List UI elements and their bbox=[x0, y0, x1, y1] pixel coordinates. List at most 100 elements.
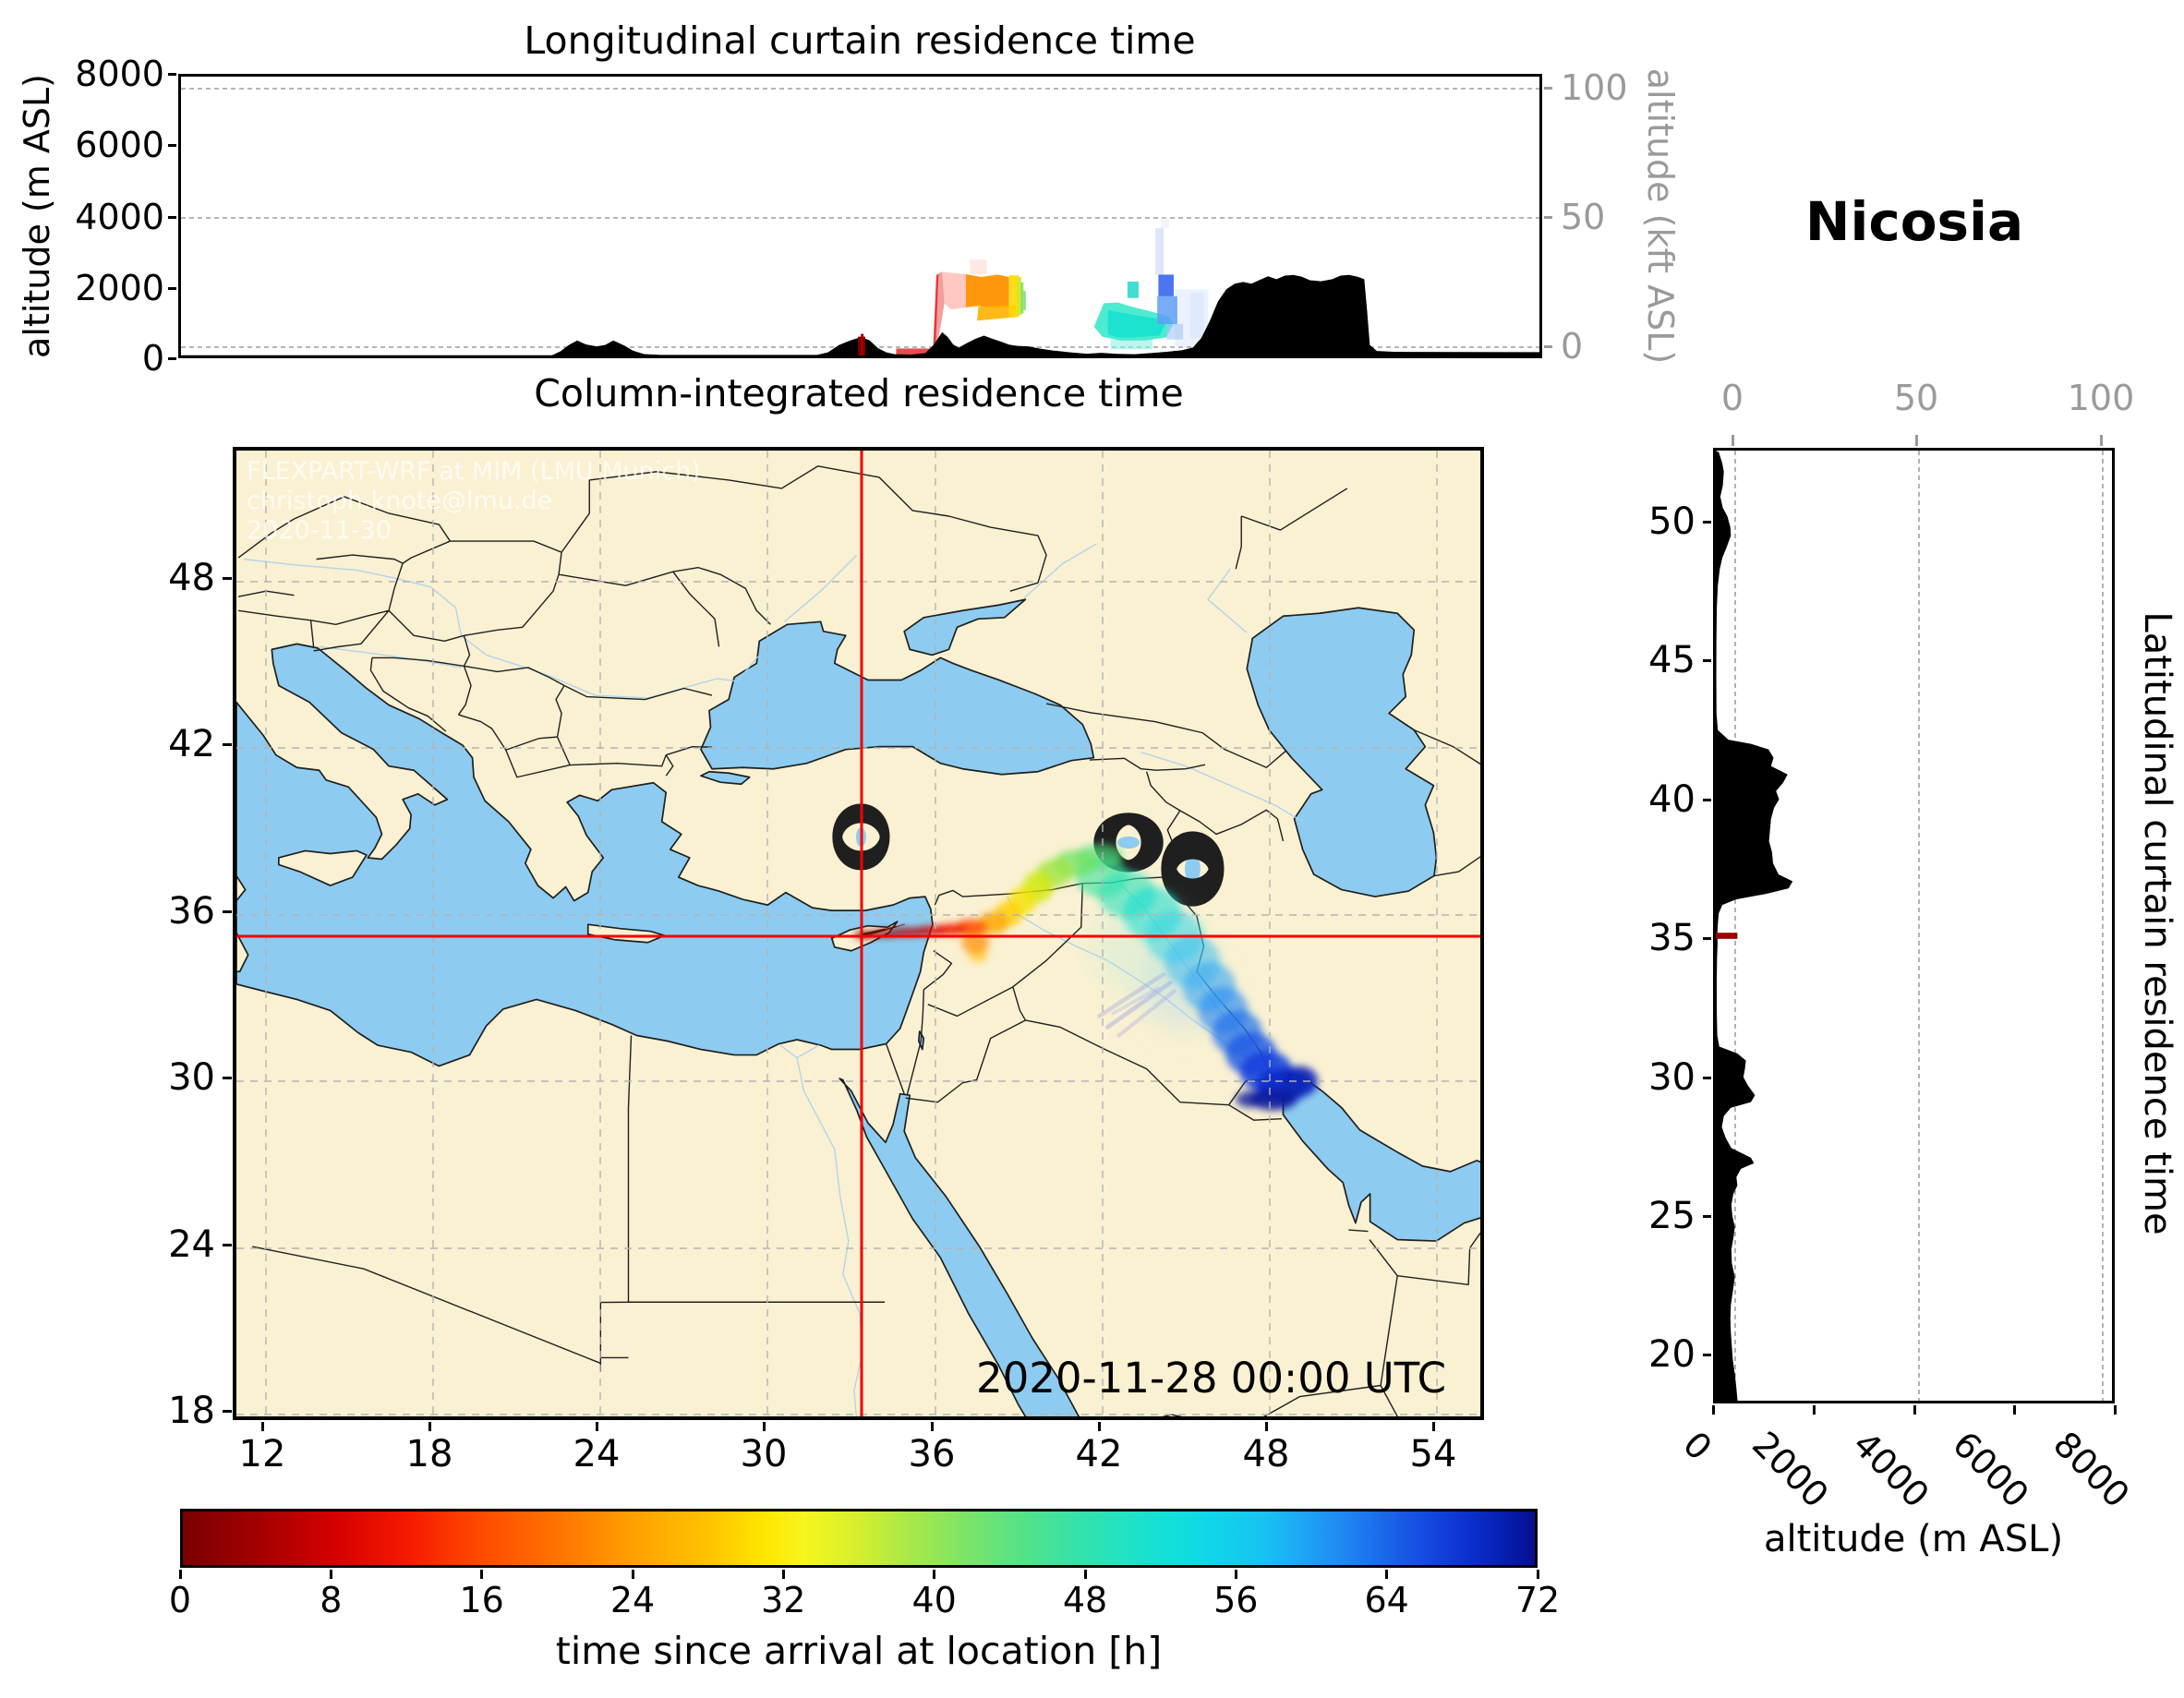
tick-mark bbox=[1703, 798, 1711, 801]
colorbar-tick: 40 bbox=[911, 1580, 957, 1620]
map-ytick: 36 bbox=[168, 890, 215, 933]
tick-mark bbox=[2099, 435, 2103, 446]
tick-mark bbox=[2012, 1405, 2016, 1415]
tick-mark bbox=[2113, 1405, 2117, 1415]
colorbar-tick: 0 bbox=[168, 1580, 192, 1620]
right-panel-title: Latitudinal curtain residence time bbox=[2136, 611, 2178, 1235]
top-kft-tick: 100 bbox=[1561, 67, 1628, 108]
map-xtick: 42 bbox=[1075, 1433, 1123, 1475]
tick-mark bbox=[781, 1570, 785, 1579]
tick-mark bbox=[1703, 936, 1711, 940]
top-kft-tick: 0 bbox=[1561, 326, 1584, 367]
right-kft-gridlines bbox=[1734, 451, 2104, 1401]
sea-polygons bbox=[236, 599, 1480, 1416]
station-marker-longitude bbox=[858, 333, 865, 355]
map-ytick: 24 bbox=[168, 1223, 215, 1266]
colorbar-tick: 16 bbox=[459, 1580, 504, 1620]
tick-mark bbox=[223, 1076, 232, 1079]
colorbar-label: time since arrival at location [h] bbox=[555, 1629, 1163, 1673]
tick-mark bbox=[1544, 215, 1552, 219]
map-xtick: 30 bbox=[740, 1433, 788, 1475]
watermark-line1: FLEXPART-WRF at MIM (LMU Munich) bbox=[247, 457, 701, 486]
latitudinal-curtain-panel bbox=[1713, 448, 2115, 1403]
tick-mark bbox=[428, 1422, 431, 1431]
colorbar-tick: 56 bbox=[1213, 1580, 1259, 1620]
tick-mark bbox=[329, 1570, 332, 1579]
map-xtick: 36 bbox=[908, 1433, 956, 1475]
right-xtick: 6000 bbox=[1945, 1423, 2037, 1516]
tick-mark bbox=[178, 1570, 182, 1579]
tick-mark bbox=[933, 1570, 936, 1579]
tick-mark bbox=[1083, 1570, 1087, 1579]
tick-mark bbox=[1703, 1076, 1711, 1079]
trajectory-plume bbox=[853, 843, 1319, 1111]
tick-mark bbox=[1703, 658, 1711, 662]
tick-mark bbox=[223, 1409, 232, 1413]
top-ylabel-right: altitude (kft ASL) bbox=[1640, 67, 1681, 365]
tick-mark bbox=[1234, 1570, 1237, 1579]
tick-mark bbox=[1711, 1405, 1715, 1415]
right-ytick: 25 bbox=[1648, 1195, 1695, 1237]
tick-mark bbox=[168, 144, 176, 147]
tick-mark bbox=[1913, 1405, 1916, 1415]
tick-mark bbox=[1703, 1353, 1711, 1356]
right-kft-tick: 0 bbox=[1720, 378, 1744, 418]
map-plot bbox=[236, 451, 1480, 1416]
tick-mark bbox=[631, 1570, 634, 1579]
station-marker-latitude bbox=[1716, 933, 1738, 939]
right-kft-tick: 50 bbox=[1893, 378, 1939, 418]
tick-mark bbox=[1731, 435, 1734, 446]
map-xtick: 48 bbox=[1242, 1433, 1290, 1475]
curtain-plume bbox=[896, 217, 1209, 355]
right-ytick: 40 bbox=[1648, 778, 1695, 821]
right-xtick: 4000 bbox=[1845, 1423, 1937, 1516]
map-xtick: 12 bbox=[238, 1433, 286, 1475]
colorbar-tick: 64 bbox=[1364, 1580, 1409, 1620]
tick-mark bbox=[1097, 1422, 1101, 1431]
tick-mark bbox=[223, 909, 232, 913]
map-ytick: 48 bbox=[168, 557, 215, 599]
right-xtick: 8000 bbox=[2045, 1423, 2138, 1516]
top-ytick: 0 bbox=[141, 338, 164, 379]
top-ytick: 8000 bbox=[75, 54, 164, 94]
longitudinal-curtain-plot bbox=[181, 88, 1539, 355]
map-title: Column-integrated residence time bbox=[534, 371, 1184, 415]
tick-mark bbox=[1703, 520, 1711, 524]
right-ytick: 50 bbox=[1648, 500, 1695, 543]
right-xtick: 2000 bbox=[1744, 1423, 1837, 1516]
top-kft-tick: 50 bbox=[1561, 197, 1606, 237]
top-ylabel: altitude (m ASL) bbox=[17, 74, 57, 358]
tick-mark bbox=[260, 1422, 264, 1431]
map-ytick: 18 bbox=[168, 1390, 215, 1432]
watermark-line3: 2020-11-30 bbox=[247, 516, 392, 545]
map-xtick: 24 bbox=[573, 1433, 621, 1475]
tick-mark bbox=[168, 356, 176, 360]
map-ytick: 30 bbox=[168, 1056, 215, 1099]
right-ytick: 20 bbox=[1648, 1333, 1695, 1376]
tick-mark bbox=[930, 1422, 934, 1431]
watermark-line2: christoph.knote@lmu.de bbox=[247, 487, 553, 515]
tick-mark bbox=[1914, 435, 1918, 446]
tick-mark bbox=[223, 1243, 232, 1246]
right-kft-tick: 100 bbox=[2067, 378, 2135, 418]
map-gridlines bbox=[236, 451, 1480, 1416]
top-ytick: 2000 bbox=[75, 268, 164, 308]
right-ytick: 35 bbox=[1648, 917, 1695, 959]
map-xtick: 54 bbox=[1409, 1433, 1457, 1475]
tick-mark bbox=[1544, 86, 1552, 90]
tick-mark bbox=[762, 1422, 766, 1431]
colorbar bbox=[180, 1509, 1538, 1568]
map-xtick: 18 bbox=[405, 1433, 453, 1475]
colorbar-tick: 32 bbox=[761, 1580, 806, 1620]
tick-mark bbox=[1703, 1214, 1711, 1218]
tick-mark bbox=[168, 215, 176, 219]
longitudinal-curtain-panel bbox=[178, 74, 1542, 358]
right-ytick: 30 bbox=[1648, 1056, 1695, 1099]
tick-mark bbox=[223, 576, 232, 580]
right-xlabel: altitude (m ASL) bbox=[1763, 1518, 2064, 1560]
map-panel: FLEXPART-WRF at MIM (LMU Munich) christo… bbox=[233, 447, 1484, 1420]
colorbar-tick: 24 bbox=[609, 1580, 656, 1620]
tick-mark bbox=[1385, 1570, 1389, 1579]
tick-mark bbox=[168, 287, 176, 290]
